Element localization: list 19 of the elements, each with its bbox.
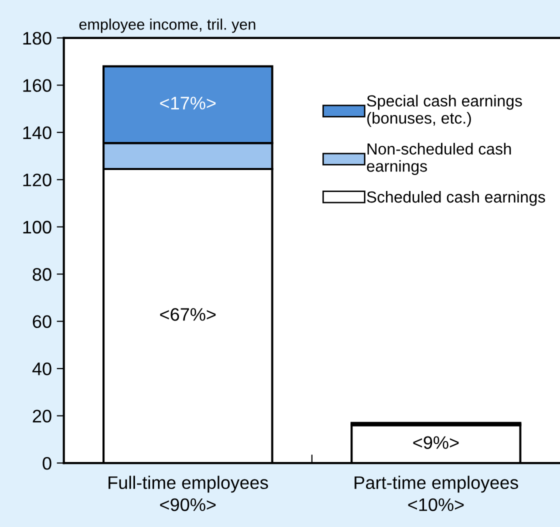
x-tick-label: Part-time employees <10%> <box>354 476 518 512</box>
y-tick-label: 140 <box>23 126 52 140</box>
legend-label: Scheduled cash earnings <box>366 190 546 206</box>
y-tick-label: 20 <box>32 410 52 423</box>
data-label: <17%> <box>160 96 216 110</box>
y-tick-label: 60 <box>32 315 52 328</box>
y-tick-label: 180 <box>23 32 52 45</box>
y-tick-label: 160 <box>23 79 52 92</box>
y-tick-label: 120 <box>23 174 52 186</box>
legend-label: Special cash earnings (bonuses, etc.) <box>366 94 522 127</box>
x-tick-label: Full-time employees <90%> <box>108 476 268 512</box>
data-label: <9%> <box>413 436 459 449</box>
y-tick-label: 40 <box>32 362 52 376</box>
y-tick-label: 100 <box>23 220 52 234</box>
y-tick-label: 0 <box>42 456 52 470</box>
data-label: <67%> <box>160 308 216 321</box>
y-tick-label: 80 <box>32 268 52 281</box>
legend-label: Non-scheduled cash earnings <box>366 142 511 175</box>
y-axis-title: employee income, tril. yen <box>79 18 256 33</box>
